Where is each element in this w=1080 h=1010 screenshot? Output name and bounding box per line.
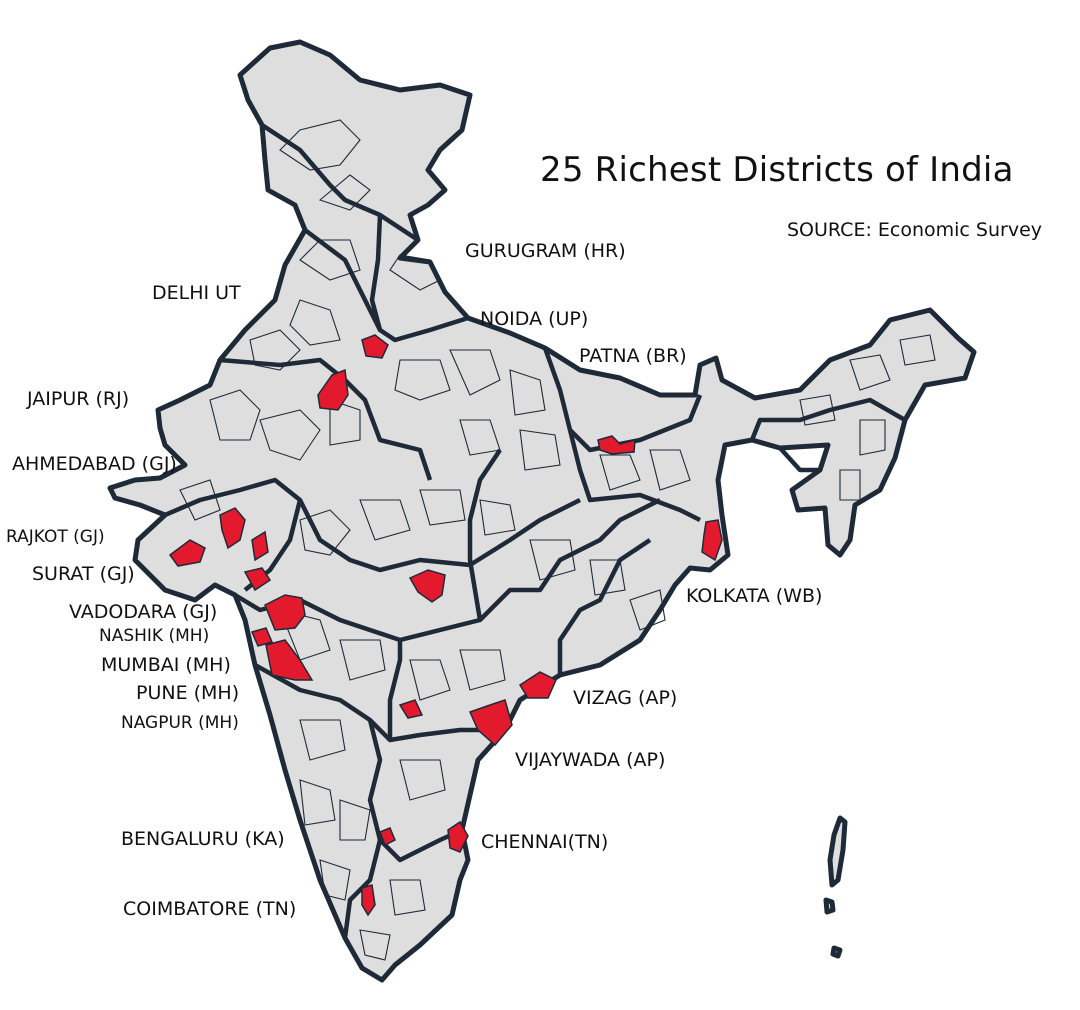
- district-jaipur: [317, 368, 349, 411]
- district-surat: [243, 567, 272, 592]
- label-nashik: NASHIK (MH): [99, 626, 210, 646]
- source-note: SOURCE: Economic Survey: [787, 219, 1042, 241]
- district-delhi: [361, 334, 389, 359]
- andaman-islands: [827, 815, 848, 888]
- district-vijaywada: [468, 699, 513, 747]
- map-title: 25 Richest Districts of India: [540, 150, 1014, 190]
- district-kolkata: [701, 519, 723, 562]
- label-vadodara: VADODARA (GJ): [69, 601, 218, 623]
- district-hyderabad: [398, 699, 424, 719]
- label-noida: NOIDA (UP): [480, 308, 589, 330]
- label-delhi: DELHI UT: [152, 282, 241, 304]
- label-ahmedabad: AHMEDABAD (GJ): [12, 453, 177, 475]
- label-surat: SURAT (GJ): [32, 563, 135, 585]
- label-patna: PATNA (BR): [579, 345, 687, 367]
- district-boundaries: [179, 119, 936, 961]
- district-vizag: [518, 671, 557, 699]
- label-jaipur: JAIPUR (RJ): [27, 388, 130, 410]
- label-bengaluru: BENGALURU (KA): [121, 828, 285, 850]
- district-patna: [597, 435, 636, 455]
- district-chennai: [447, 820, 469, 853]
- label-kolkata: KOLKATA (WB): [686, 585, 823, 607]
- district-vadodara: [251, 530, 269, 562]
- district-ahmedabad: [219, 507, 246, 550]
- state-boundaries: [164, 123, 907, 939]
- district-mumbai: [250, 627, 274, 647]
- label-nagpur: NAGPUR (MH): [121, 713, 239, 733]
- label-coimbatore: COIMBATORE (TN): [123, 898, 297, 920]
- india-mainland: [107, 39, 977, 983]
- label-gurugram: GURUGRAM (HR): [465, 240, 626, 262]
- label-vizag: VIZAG (AP): [573, 687, 678, 709]
- label-mumbai: MUMBAI (MH): [101, 654, 231, 676]
- rich-districts: [168, 334, 723, 917]
- district-bengaluru: [379, 827, 396, 847]
- label-vijaywada: VIJAYWADA (AP): [515, 749, 666, 771]
- district-coimbatore: [361, 884, 376, 917]
- nicobar-islands: [823, 897, 843, 959]
- district-pune: [265, 639, 314, 681]
- district-nashik: [264, 594, 306, 631]
- label-chennai: CHENNAI(TN): [481, 831, 609, 853]
- district-nagpur: [408, 569, 446, 603]
- district-rajkot: [168, 539, 206, 567]
- label-rajkot: RAJKOT (GJ): [6, 527, 105, 547]
- label-pune: PUNE (MH): [136, 682, 240, 704]
